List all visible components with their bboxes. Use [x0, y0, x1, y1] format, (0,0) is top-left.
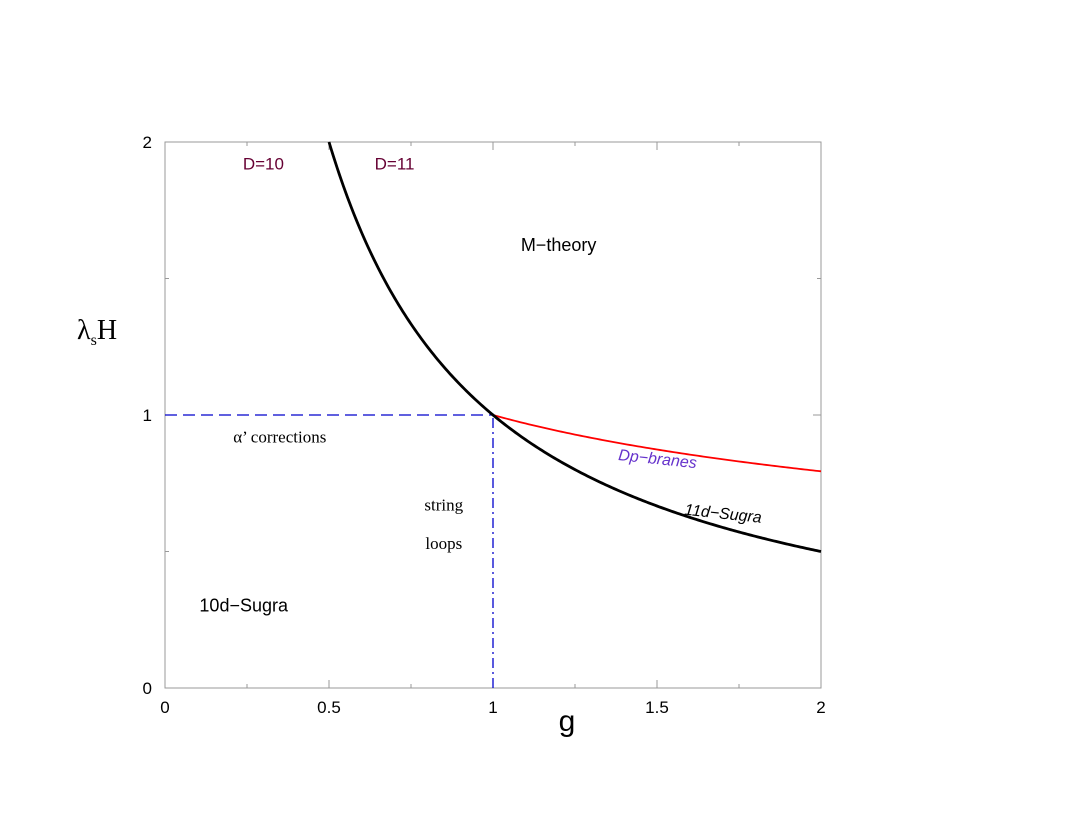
y-tick-label: 0 [143, 679, 152, 698]
y-tick-label: 1 [143, 406, 152, 425]
x-tick-label: 1.5 [645, 698, 669, 717]
annotation-d10: D=10 [243, 154, 284, 173]
y-axis-label-subscript: s [91, 332, 97, 349]
y-axis-label: λsH [77, 315, 117, 349]
x-tick-label: 0.5 [317, 698, 341, 717]
annotation-dpbranes: Dp−branes [617, 447, 697, 472]
x-tick-label: 0 [160, 698, 169, 717]
annotation-loops: loops [425, 534, 462, 553]
y-axis-label-lambda: λ [77, 315, 91, 346]
annotation-mtheory: M−theory [521, 235, 597, 255]
series-line-black [327, 141, 822, 553]
x-axis-label: g [559, 705, 576, 738]
y-tick-label: 2 [143, 133, 152, 152]
annotation-layer: D=10 D=11 M−theory α’ corrections Dp−branes 1… [199, 154, 762, 615]
x-tick-label: 1 [488, 698, 497, 717]
annotation-sugra11: 11d−Sugra [684, 502, 763, 527]
y-axis-label-tail: H [97, 315, 117, 346]
tick-labels: 0 0.5 1 1.5 2 0 1 2 [143, 133, 826, 717]
series-layer [165, 141, 822, 688]
x-tick-label: 2 [816, 698, 825, 717]
annotation-sugra10: 10d−Sugra [199, 596, 289, 616]
series-line-red [492, 414, 822, 473]
annotation-d11: D=11 [375, 154, 415, 173]
annotation-alpha: α’ corrections [233, 427, 326, 446]
annotation-string: string [424, 496, 463, 515]
